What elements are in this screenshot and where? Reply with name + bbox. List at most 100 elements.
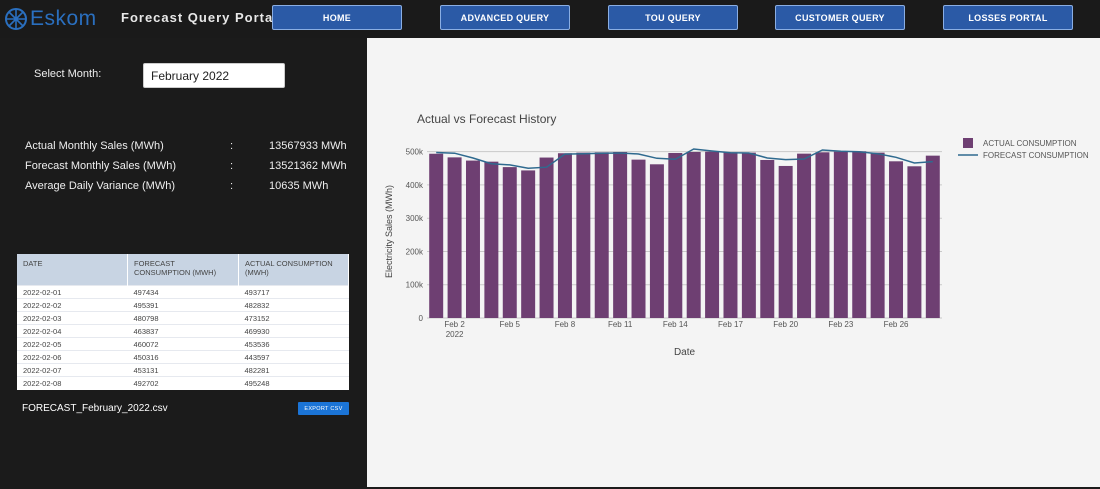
x-tick-year-label: 2022 <box>446 330 464 339</box>
bar-actual[interactable] <box>889 161 904 318</box>
bar-actual[interactable] <box>925 155 940 318</box>
cell-actual: 443597 <box>238 350 349 364</box>
cell-forecast: 495391 <box>127 298 239 312</box>
cell-date: 2022-02-01 <box>17 285 128 299</box>
bar-actual[interactable] <box>815 152 830 318</box>
nav-advanced-query-button[interactable]: ADVANCED QUERY <box>440 5 570 30</box>
table-row[interactable]: 2022-02-05 460072 453536 <box>17 337 349 351</box>
bar-actual[interactable] <box>870 152 885 318</box>
nav-customer-query-button[interactable]: CUSTOMER QUERY <box>775 5 905 30</box>
cell-actual: 493717 <box>238 285 349 299</box>
cell-forecast: 463837 <box>127 324 239 338</box>
table-row[interactable]: 2022-02-04 463837 469930 <box>17 324 349 338</box>
cell-forecast: 492702 <box>127 376 239 389</box>
bar-actual[interactable] <box>852 151 867 318</box>
logo-globe-icon <box>5 8 27 30</box>
table-row[interactable]: 2022-02-06 450316 443597 <box>17 350 349 364</box>
cell-actual: 482832 <box>238 298 349 312</box>
x-tick-label: Feb 11 <box>608 320 633 329</box>
table-row[interactable]: 2022-02-03 480798 473152 <box>17 311 349 325</box>
stat-variance-sep: : <box>230 180 234 192</box>
bar-actual[interactable] <box>613 151 628 318</box>
stat-forecast-label: Forecast Monthly Sales (MWh) <box>25 160 176 172</box>
legend-label-forecast[interactable]: FORECAST CONSUMPTION <box>983 151 1089 160</box>
cell-forecast: 453131 <box>127 363 239 377</box>
cell-date: 2022-02-08 <box>17 376 128 389</box>
legend-swatch-actual <box>963 138 973 148</box>
stat-variance-value: 10635 MWh <box>269 180 329 192</box>
month-label: Select Month: <box>34 68 102 80</box>
cell-forecast: 460072 <box>127 337 239 351</box>
bar-actual[interactable] <box>429 153 444 318</box>
bar-actual[interactable] <box>705 151 720 318</box>
export-csv-button[interactable]: EXPORT CSV <box>298 402 349 415</box>
bar-actual[interactable] <box>668 152 683 318</box>
nav-home-button[interactable]: HOME <box>272 5 402 30</box>
bar-actual[interactable] <box>833 151 848 318</box>
month-select[interactable]: February 2022 <box>143 63 285 88</box>
x-tick-label: Feb 17 <box>718 320 743 329</box>
stat-variance-label: Average Daily Variance (MWh) <box>25 180 175 192</box>
bar-actual[interactable] <box>778 165 793 318</box>
y-tick-label: 500k <box>406 148 424 157</box>
bar-actual[interactable] <box>686 151 701 318</box>
column-header-forecast[interactable]: FORECAST CONSUMPTION (MWH) <box>127 254 239 286</box>
nav-losses-portal-button[interactable]: LOSSES PORTAL <box>943 5 1073 30</box>
bar-actual[interactable] <box>723 152 738 318</box>
bar-actual[interactable] <box>539 157 554 318</box>
cell-date: 2022-02-04 <box>17 324 128 338</box>
bar-actual[interactable] <box>484 161 499 318</box>
table-row[interactable]: 2022-02-01 497434 493717 <box>17 285 349 299</box>
bar-actual[interactable] <box>521 170 536 318</box>
table-row[interactable]: 2022-02-02 495391 482832 <box>17 298 349 312</box>
bar-actual[interactable] <box>631 159 646 318</box>
nav-tou-query-button[interactable]: TOU QUERY <box>608 5 738 30</box>
stat-forecast-sep: : <box>230 160 234 172</box>
bar-actual[interactable] <box>907 166 922 318</box>
x-tick-label: Feb 5 <box>500 320 521 329</box>
bar-actual[interactable] <box>576 152 591 318</box>
bar-actual[interactable] <box>557 153 572 318</box>
cell-forecast: 497434 <box>127 285 239 299</box>
x-tick-label: Feb 14 <box>663 320 688 329</box>
y-tick-label: 200k <box>406 247 424 256</box>
cell-date: 2022-02-03 <box>17 311 128 325</box>
bar-actual[interactable] <box>741 152 756 318</box>
column-header-date[interactable]: DATE <box>17 254 128 286</box>
actual-vs-forecast-chart[interactable]: 0 100k 200k 300k 400k 500k Feb 2 Feb 5 Feb 8 Feb … <box>367 38 1100 487</box>
x-tick-label: Feb 26 <box>884 320 909 329</box>
stat-actual-label: Actual Monthly Sales (MWh) <box>25 140 164 152</box>
table-row[interactable]: 2022-02-08 492702 495248 <box>17 376 349 389</box>
legend-label-actual[interactable]: ACTUAL CONSUMPTION <box>983 139 1077 148</box>
bar-actual[interactable] <box>797 153 812 318</box>
bar-actual[interactable] <box>760 159 775 318</box>
column-header-actual[interactable]: ACTUAL CONSUMPTION (MWH) <box>238 254 349 286</box>
table-row[interactable]: 2022-02-07 453131 482281 <box>17 363 349 377</box>
x-tick-label: Feb 2 <box>444 320 465 329</box>
chart-title: Actual vs Forecast History <box>417 112 557 126</box>
forecast-line[interactable] <box>436 148 933 169</box>
y-axis-label: Electricity Sales (MWh) <box>384 185 394 278</box>
eskom-logo[interactable]: Eskom <box>4 4 114 34</box>
bar-actual[interactable] <box>447 157 462 318</box>
top-navbar: Eskom Forecast Query Portal HOME ADVANCE… <box>0 0 1100 38</box>
bar-actual[interactable] <box>594 152 609 318</box>
bar-actual[interactable] <box>465 160 480 318</box>
cell-forecast: 450316 <box>127 350 239 364</box>
cell-actual: 482281 <box>238 363 349 377</box>
stat-actual-sep: : <box>230 140 234 152</box>
stat-forecast-value: 13521362 MWh <box>269 160 347 172</box>
x-tick-label: Feb 23 <box>828 320 853 329</box>
bar-actual[interactable] <box>502 167 517 318</box>
y-tick-label: 0 <box>419 314 424 323</box>
y-tick-label: 300k <box>406 214 424 223</box>
bar-actual[interactable] <box>649 164 664 318</box>
forecast-table[interactable]: DATE FORECAST CONSUMPTION (MWH) ACTUAL C… <box>17 254 349 390</box>
x-axis-label: Date <box>674 347 696 358</box>
cell-forecast: 480798 <box>127 311 239 325</box>
export-filename: FORECAST_February_2022.csv <box>22 403 168 414</box>
cell-actual: 473152 <box>238 311 349 325</box>
cell-actual: 453536 <box>238 337 349 351</box>
cell-date: 2022-02-07 <box>17 363 128 377</box>
app-title: Forecast Query Portal <box>121 10 278 25</box>
